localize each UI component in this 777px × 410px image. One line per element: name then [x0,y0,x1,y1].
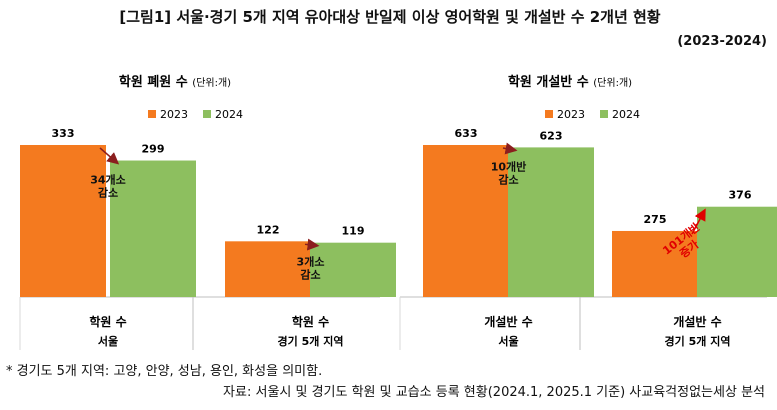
data-label: 376 [729,189,752,202]
change-label-line1: 10개반 [491,159,527,173]
legend-label-2024: 2024 [612,108,640,121]
category-label: 개설반 수 [484,314,532,329]
legend-label-2024: 2024 [215,108,243,121]
data-label: 333 [52,127,75,140]
region-label: 서울 [498,334,518,348]
bar-2023 [20,145,106,297]
legend-label-2023: 2023 [160,108,188,121]
bar-2024 [310,242,396,297]
change-arrow [691,208,706,235]
change-arrow [99,147,120,165]
change-label-line2: 감소 [498,172,518,186]
footnote: * 경기도 5개 지역: 고양, 안양, 성남, 용인, 화성을 의미함. [6,364,323,379]
change-label-line2: 감소 [300,268,320,282]
category-label: 학원 수 [292,314,329,329]
legend-swatch-2023 [545,110,553,118]
legend-label-2023: 2023 [557,108,585,121]
region-label: 서울 [98,334,118,348]
source-note: 자료: 서울시 및 경기도 학원 및 교습소 등록 현황(2024.1, 202… [223,385,765,400]
data-label: 119 [342,225,365,238]
bar-2024 [508,147,594,297]
data-label: 122 [257,223,280,236]
category-label: 학원 수 [89,314,126,329]
bar-2024 [110,160,196,297]
category-label: 개설반 수 [673,314,721,329]
legend-swatch-2024 [600,110,608,118]
bar-2024 [697,206,777,297]
change-label-line1: 3개소 [297,255,325,269]
chart-title: 학원 개설반 수 (단위:개) [508,74,632,90]
change-arrow [502,142,518,155]
change-arrow [304,238,320,251]
change-label-line2: 감소 [98,186,118,200]
figure-title: [그림1] 서울·경기 5개 지역 유아대상 반일제 이상 영어학원 및 개설반… [119,8,661,26]
data-label: 299 [142,143,165,156]
data-label: 275 [644,213,667,226]
legend-swatch-2023 [148,110,156,118]
region-label: 경기 5개 지역 [665,334,731,348]
years-label: (2023-2024) [677,34,767,49]
chart-title: 학원 폐원 수 (단위:개) [119,74,231,90]
data-label: 633 [455,127,478,140]
bar-2023 [225,241,311,297]
bar-2023 [612,230,698,297]
region-label: 경기 5개 지역 [278,334,344,348]
bar-2023 [423,145,509,297]
legend-swatch-2024 [203,110,211,118]
data-label: 623 [540,129,563,142]
change-label-line1: 34개소 [90,173,126,187]
